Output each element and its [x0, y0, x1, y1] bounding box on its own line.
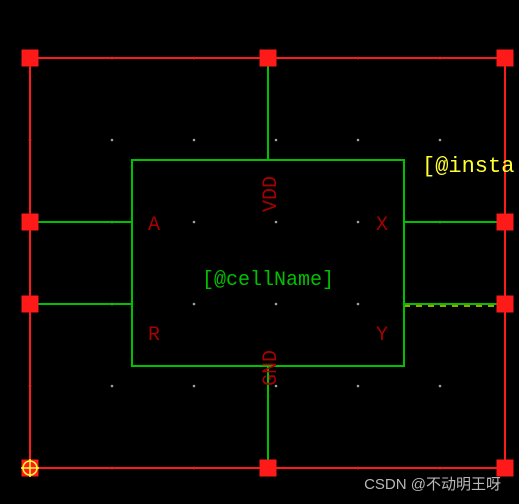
- port-label-a: A: [148, 214, 160, 237]
- pin-marker[interactable]: [22, 50, 38, 66]
- port-label-y: Y: [376, 324, 388, 347]
- port-label-r: R: [148, 324, 160, 347]
- cellname-label[interactable]: [@cellName]: [202, 269, 334, 292]
- port-label-vdd: VDD: [260, 176, 283, 212]
- pin-marker[interactable]: [260, 50, 276, 66]
- pin-marker[interactable]: [22, 214, 38, 230]
- port-label-x: X: [376, 214, 388, 237]
- pin-marker[interactable]: [497, 214, 513, 230]
- pin-marker[interactable]: [22, 296, 38, 312]
- instance-label[interactable]: [@insta: [422, 154, 514, 179]
- schematic-canvas: A R X Y VDD GND [@cellName] [@insta: [0, 0, 519, 504]
- pin-marker[interactable]: [497, 460, 513, 476]
- pin-marker[interactable]: [260, 460, 276, 476]
- port-label-gnd: GND: [260, 350, 283, 386]
- canvas-bg: [0, 0, 519, 504]
- pin-marker[interactable]: [497, 296, 513, 312]
- pin-marker[interactable]: [497, 50, 513, 66]
